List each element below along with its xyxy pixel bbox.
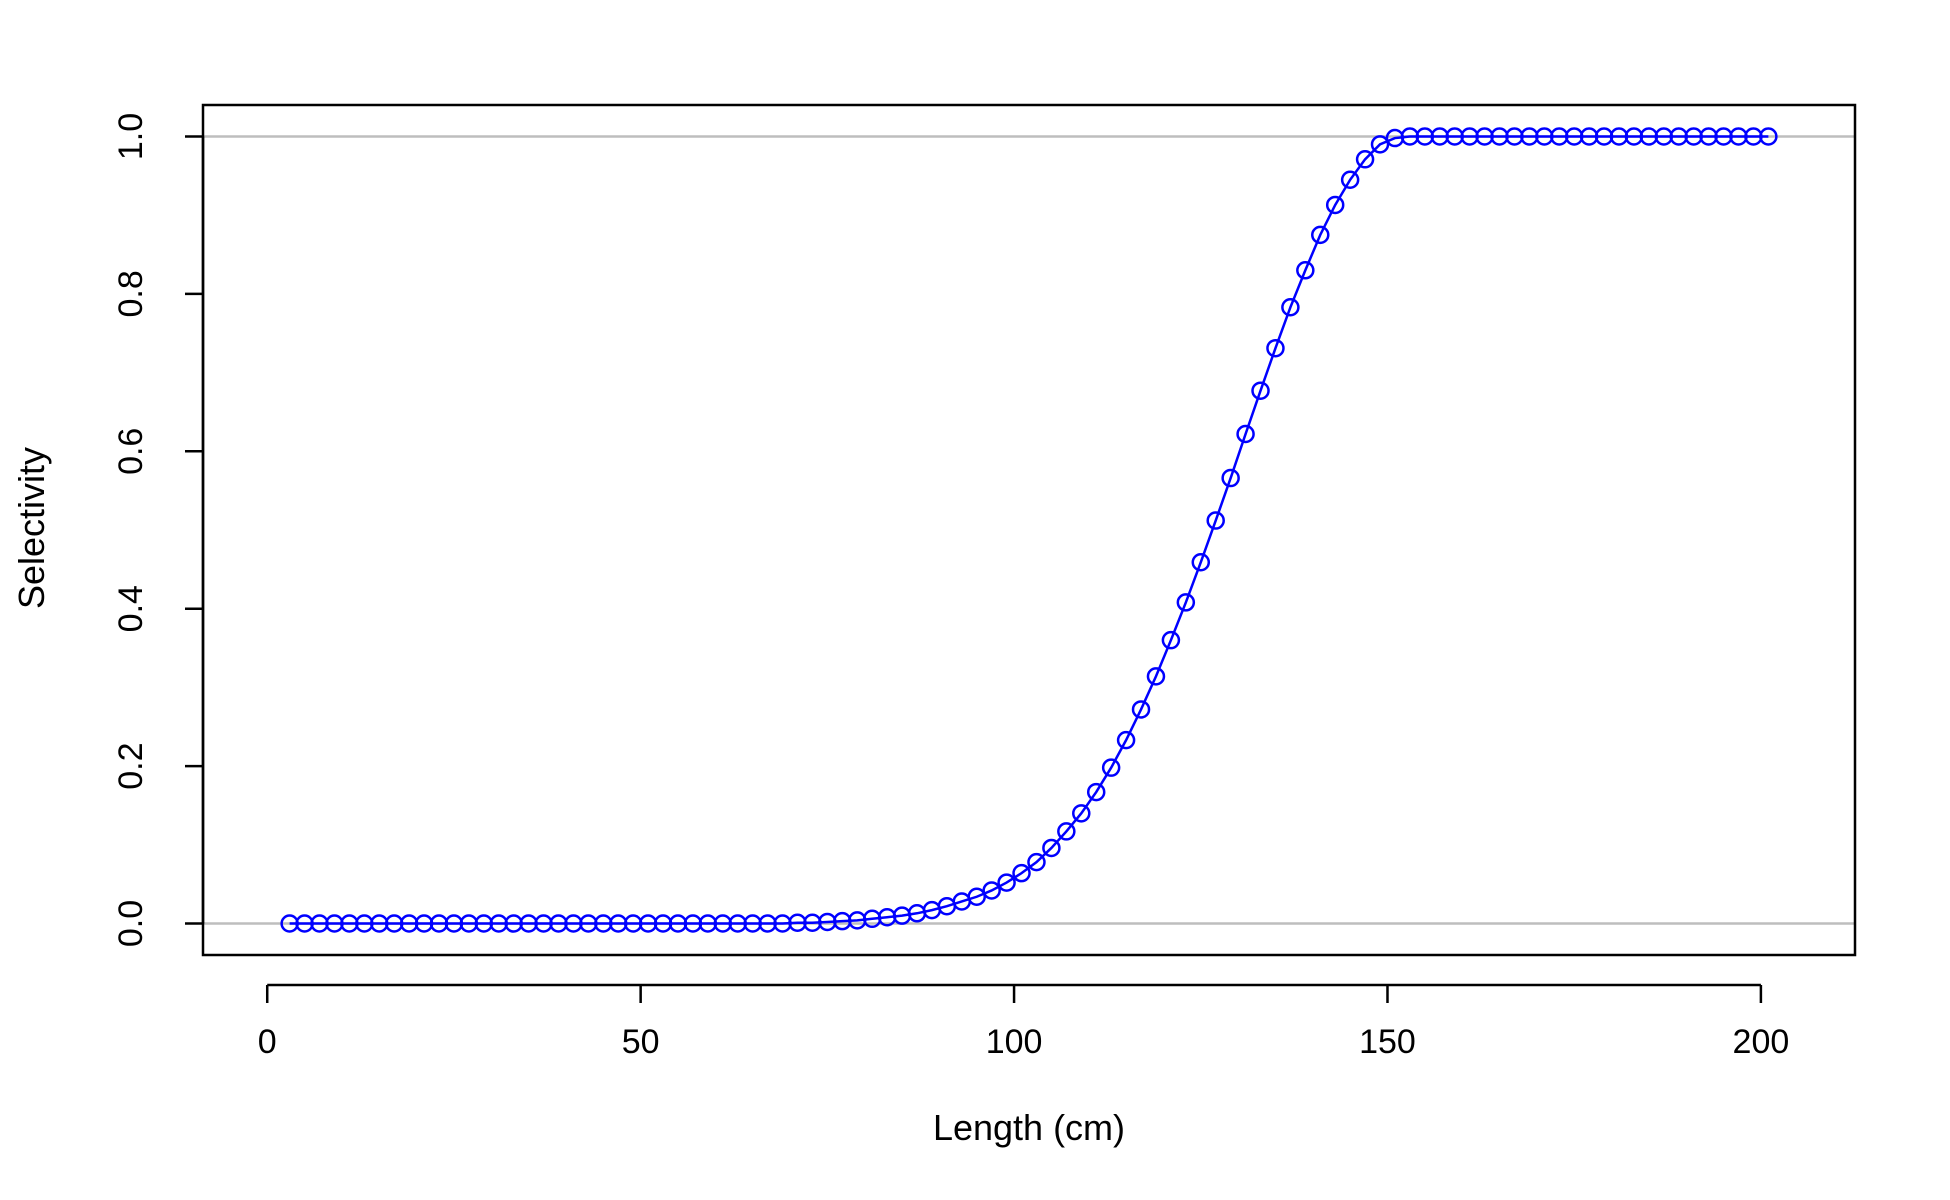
data-point — [1042, 838, 1061, 858]
x-tick-label: 150 — [1359, 1023, 1416, 1061]
x-tick-label: 100 — [986, 1023, 1043, 1061]
data-point — [1251, 381, 1270, 400]
y-tick-label: 0.8 — [112, 270, 150, 317]
x-tick-label: 200 — [1733, 1023, 1790, 1061]
series-layer — [280, 127, 1778, 933]
data-point — [1086, 782, 1106, 802]
data-point — [1236, 424, 1255, 444]
y-axis-title: Selectivity — [11, 447, 52, 609]
data-point — [1101, 758, 1121, 777]
data-point — [1161, 630, 1181, 650]
data-point — [1146, 667, 1166, 686]
x-tick-label: 50 — [622, 1023, 660, 1061]
data-point — [1191, 553, 1211, 572]
x-axis: 0 50 100 150 200 — [258, 983, 1790, 1061]
data-point — [1311, 225, 1330, 245]
y-axis: 0.0 0.2 0.4 0.6 0.8 1.0 — [112, 113, 205, 947]
data-point — [1281, 298, 1300, 317]
y-tick-label: 0.0 — [112, 900, 150, 947]
y-tick-label: 1.0 — [112, 113, 150, 160]
y-tick-label: 0.4 — [112, 585, 150, 632]
data-point — [1221, 468, 1240, 488]
y-tick-label: 0.6 — [112, 428, 150, 475]
data-point — [1370, 135, 1390, 154]
y-tick-label: 0.2 — [112, 742, 150, 789]
data-point — [982, 881, 1001, 900]
data-point — [1072, 804, 1091, 823]
data-point — [1340, 170, 1360, 190]
data-point — [1206, 511, 1225, 530]
data-point — [1131, 700, 1151, 719]
data-point — [1116, 730, 1136, 750]
data-point — [1296, 261, 1315, 280]
data-point — [1027, 852, 1046, 872]
data-point — [1266, 338, 1285, 358]
data-point — [967, 887, 986, 907]
data-point — [1057, 822, 1076, 841]
data-point — [1355, 150, 1375, 169]
x-tick-label: 0 — [258, 1023, 277, 1061]
data-point — [997, 873, 1016, 892]
data-point — [1176, 593, 1196, 612]
x-axis-title: Length (cm) — [933, 1107, 1125, 1148]
data-point — [1759, 127, 1778, 146]
data-point — [1325, 195, 1345, 215]
data-point — [1012, 863, 1031, 883]
